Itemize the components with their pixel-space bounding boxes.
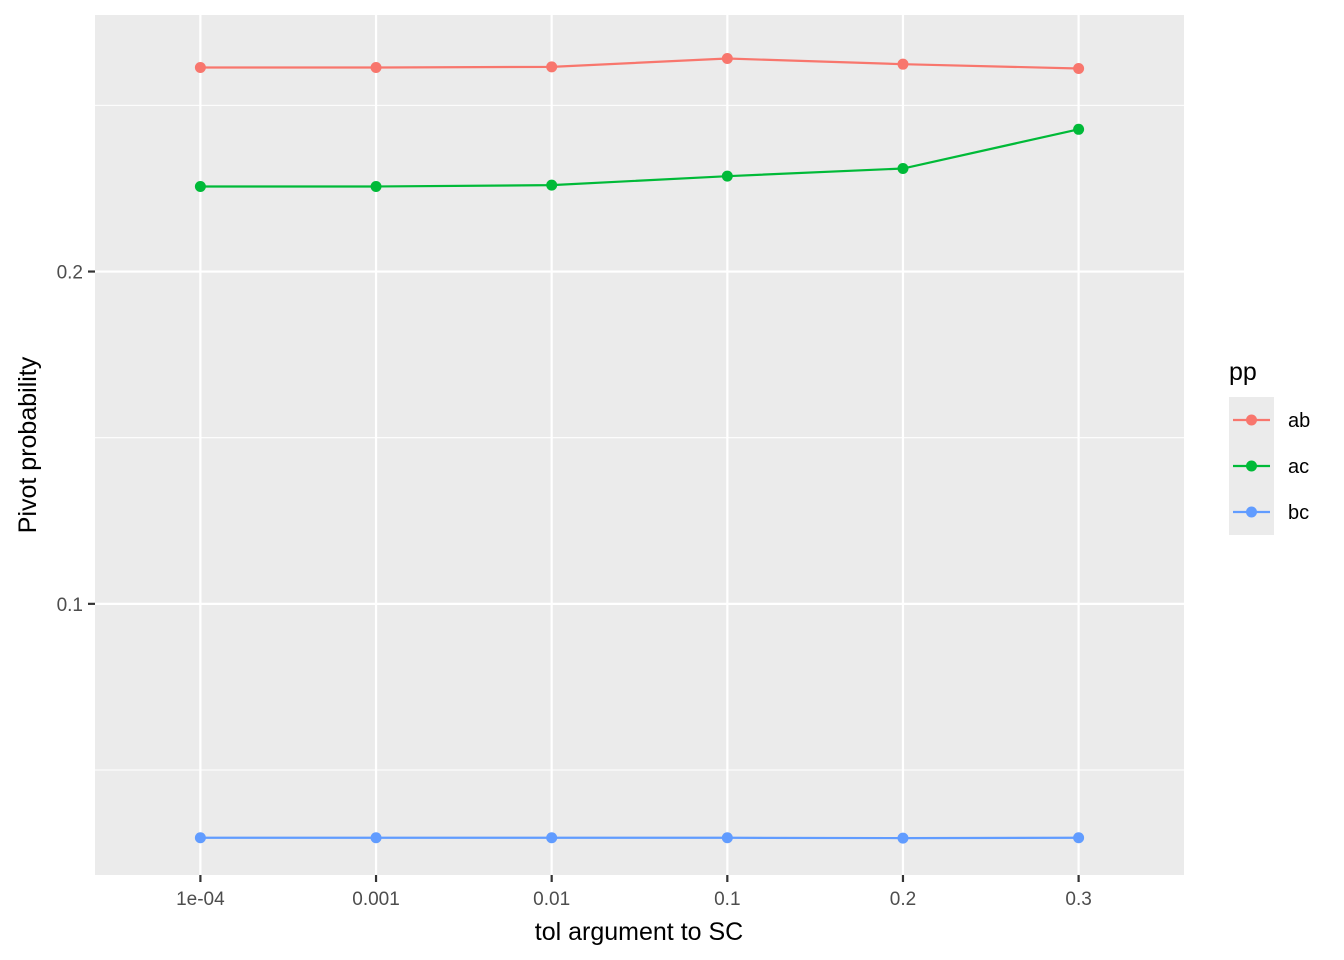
y-tick-label: 0.2 [57,263,83,284]
minor-gridlines [95,104,1184,771]
data-point-ab [546,61,558,73]
data-point-bc [897,832,909,844]
data-point-ac [194,180,206,192]
panel-background [95,15,1184,875]
data-point-bc [194,832,206,844]
data-point-bc [721,832,733,844]
x-tick-label: 0.01 [533,889,570,910]
data-point-ab [370,62,382,74]
data-point-ab [194,62,206,74]
legend-key-point-ac [1246,460,1257,472]
x-tick-label: 1e-04 [176,889,225,910]
legend-key-point-ab [1246,414,1257,426]
y-axis-title: Pivot probability [14,356,42,533]
legend: pp ab ac bc [1229,358,1310,535]
legend-key-point-bc [1246,506,1257,518]
x-tick-label: 0.1 [714,889,740,910]
x-tick-label: 0.001 [352,889,400,910]
data-point-ac [721,170,733,182]
legend-items: ab ac bc [1233,410,1310,524]
legend-label-bc: bc [1288,502,1309,524]
series-layer [194,53,1085,844]
data-point-ac [546,179,558,191]
data-point-ac [370,180,382,192]
legend-title: pp [1229,358,1257,386]
data-point-bc [546,832,558,844]
data-point-ac [1073,123,1085,135]
series-line-ab [200,57,1079,70]
axes: 0.1 0.2 1e-04 0.001 0.01 0.1 0.2 0.3 [57,263,1092,910]
x-axis-title: tol argument to SC [535,918,743,946]
legend-label-ac: ac [1288,456,1309,478]
data-point-ab [721,53,733,65]
data-point-bc [1073,832,1085,844]
series-line-ac [200,128,1079,188]
x-tick-label: 0.3 [1065,889,1091,910]
data-point-ab [897,58,909,70]
x-tick-label: 0.2 [890,889,916,910]
data-point-ab [1073,63,1085,75]
y-tick-label: 0.1 [57,595,83,616]
major-gridlines [95,15,1184,875]
data-point-ac [897,163,909,175]
data-point-bc [370,832,382,844]
legend-label-ab: ab [1288,410,1310,432]
